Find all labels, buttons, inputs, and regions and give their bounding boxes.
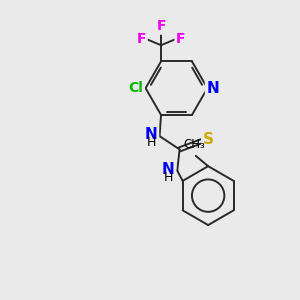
Text: N: N xyxy=(145,127,158,142)
Text: N: N xyxy=(206,81,219,96)
Text: CH₃: CH₃ xyxy=(183,138,205,151)
Text: F: F xyxy=(176,32,185,46)
Text: H: H xyxy=(164,171,173,184)
Text: H: H xyxy=(147,136,156,149)
Text: F: F xyxy=(156,20,166,33)
Text: S: S xyxy=(203,132,214,147)
Text: Cl: Cl xyxy=(129,81,144,95)
Text: N: N xyxy=(162,162,175,177)
Text: F: F xyxy=(137,32,146,46)
